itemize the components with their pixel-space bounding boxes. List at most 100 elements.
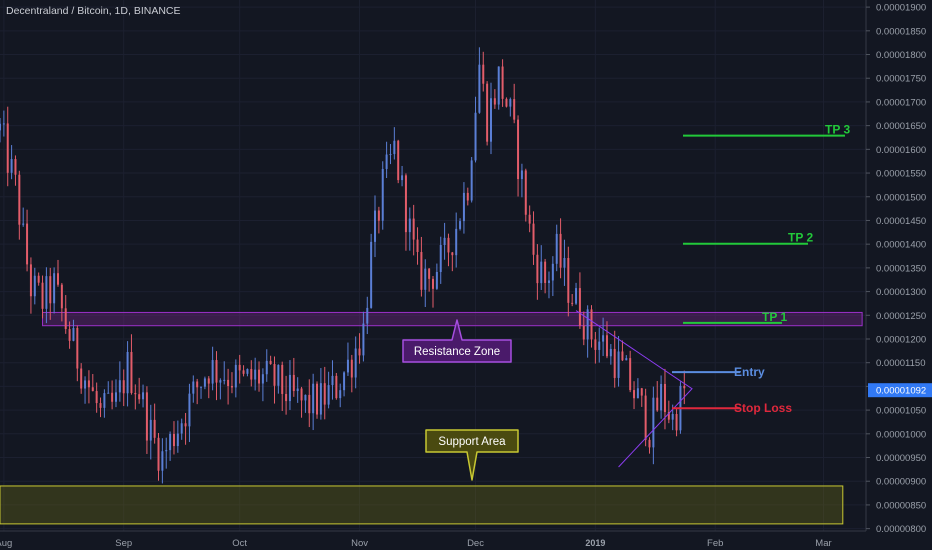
price-tick-label: 0.00001150 <box>876 358 926 369</box>
candle-body <box>501 66 504 99</box>
candle-body <box>207 378 210 384</box>
time-axis[interactable]: Aug Sep Oct Nov Dec 2019 Feb Mar <box>0 538 832 549</box>
candle-body <box>462 192 465 222</box>
candle-body <box>547 280 550 283</box>
candle-body <box>663 383 666 413</box>
candle-body <box>447 237 450 253</box>
candle-body <box>416 239 419 253</box>
candle-body <box>451 252 454 256</box>
candle-body <box>381 168 384 221</box>
candle-body <box>223 379 226 381</box>
candle-body <box>366 307 369 324</box>
candle-body <box>118 380 121 393</box>
price-tick-label: 0.00001400 <box>876 240 926 251</box>
candle-body <box>99 403 102 408</box>
candle-body <box>567 257 570 303</box>
price-tick-label: 0.00001050 <box>876 406 926 417</box>
candle-body <box>227 379 230 387</box>
candle-body <box>660 383 663 411</box>
candle-body <box>636 388 639 399</box>
candle-body <box>617 351 620 378</box>
time-tick-label: Aug <box>0 538 12 549</box>
price-tick-label: 0.00001650 <box>876 121 926 132</box>
candle-body <box>53 273 56 304</box>
candle-body <box>91 387 94 392</box>
candle-body <box>219 380 222 383</box>
level-label: TP 1 <box>762 310 787 324</box>
candle-body <box>621 351 624 361</box>
candle-body <box>559 233 562 268</box>
candle-body <box>582 325 585 340</box>
candle-body <box>180 423 183 434</box>
candle-body <box>343 372 346 391</box>
candle-body <box>528 214 531 224</box>
candle-body <box>203 378 206 387</box>
candle-body <box>609 348 612 357</box>
candle-body <box>60 284 63 309</box>
trade-levels: TP 3 TP 2 TP 1 Entry Stop Loss <box>575 123 850 468</box>
candle-body <box>45 276 48 309</box>
time-tick-label: Dec <box>467 538 484 549</box>
candle-body <box>122 380 125 394</box>
candle-body <box>323 383 326 405</box>
zones <box>0 311 863 525</box>
candle-body <box>586 309 589 340</box>
candle-body <box>41 282 44 309</box>
candle-body <box>6 123 9 173</box>
triangle-pattern <box>575 310 693 468</box>
candle-body <box>362 323 365 356</box>
candle-body <box>578 288 581 326</box>
candle-body <box>304 394 307 401</box>
price-axis[interactable]: 0.00001900 0.00001850 0.00001800 0.00001750… <box>866 3 932 536</box>
candle-body <box>258 369 261 384</box>
candle-body <box>29 264 32 297</box>
candle-body <box>656 397 659 411</box>
candle-body <box>18 174 21 225</box>
candle-body <box>149 419 152 441</box>
candle-body <box>288 374 291 402</box>
time-tick-label: Mar <box>815 538 831 549</box>
candle-body <box>346 359 349 373</box>
candle-body <box>389 154 392 156</box>
candle-body <box>489 98 492 142</box>
candle-body <box>412 218 415 240</box>
resistance-callout: Resistance Zone <box>402 319 512 363</box>
candle-body <box>250 368 253 380</box>
candle-body <box>432 278 434 289</box>
candle-body <box>671 413 674 420</box>
candle-body <box>470 160 473 201</box>
candle-body <box>230 386 233 388</box>
candle-body <box>327 385 330 405</box>
candle-body <box>644 395 647 440</box>
candle-body <box>602 335 605 342</box>
price-tick-label: 0.00001600 <box>876 145 926 156</box>
candle-body <box>145 392 148 441</box>
candle-body <box>265 360 268 375</box>
candle-body <box>296 388 299 392</box>
candle-body <box>633 390 636 399</box>
resistance-callout-bubble <box>402 319 512 363</box>
last-price-label: 0.00001092 <box>876 386 926 397</box>
candle-body <box>292 374 295 392</box>
candle-body <box>215 360 218 383</box>
candle-body <box>598 341 601 350</box>
candle-body <box>72 327 75 341</box>
candle-body <box>482 64 485 84</box>
candle-body <box>2 123 5 125</box>
candle-body <box>613 348 616 378</box>
candle-body <box>652 397 655 448</box>
candle-body <box>509 99 512 107</box>
time-tick-label: 2019 <box>585 538 605 548</box>
candle-body <box>316 383 319 415</box>
support-callout-bubble <box>425 429 519 481</box>
resistance-callout-label: Resistance Zone <box>414 346 500 358</box>
callouts: Resistance Zone Support Area <box>402 319 519 481</box>
candle-body <box>200 386 203 388</box>
candle-body <box>435 271 438 289</box>
candle-body <box>103 393 106 408</box>
candle-body <box>134 392 137 395</box>
candle-body <box>544 261 547 283</box>
price-tick-label: 0.00000950 <box>876 453 926 464</box>
candle-body <box>551 263 554 281</box>
